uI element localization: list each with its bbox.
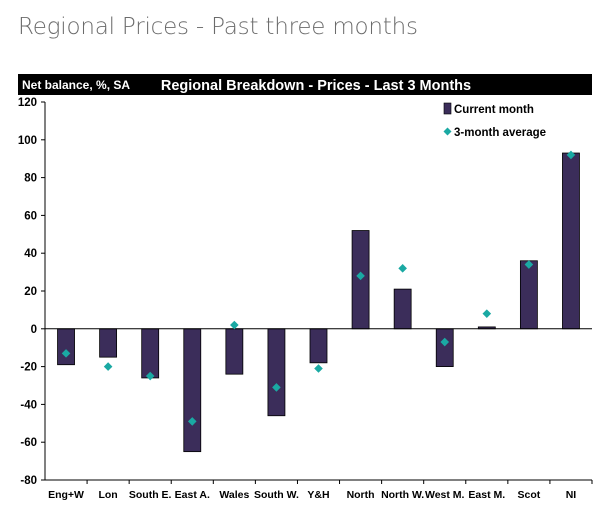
marker-3-month-average bbox=[440, 337, 450, 347]
bar-current-month bbox=[267, 328, 286, 417]
bar-current-month bbox=[225, 328, 244, 375]
x-category-label: South E. bbox=[129, 489, 172, 501]
marker-3-month-average bbox=[566, 150, 576, 160]
chart-title: Regional Breakdown - Prices - Last 3 Mon… bbox=[161, 78, 471, 94]
legend-swatch-current-month bbox=[443, 102, 452, 115]
x-category-label: North bbox=[347, 489, 375, 501]
y-tick-label: 100 bbox=[18, 135, 37, 147]
x-category-label: Wales bbox=[219, 489, 249, 501]
y-tick-label: 0 bbox=[31, 324, 37, 336]
bar-current-month bbox=[435, 328, 454, 367]
marker-3-month-average bbox=[187, 417, 197, 426]
bar-current-month bbox=[309, 328, 328, 364]
y-tick-label: 60 bbox=[24, 210, 37, 222]
y-tick-label: -40 bbox=[20, 399, 37, 411]
y-tick-label: -80 bbox=[20, 475, 37, 487]
marker-3-month-average bbox=[356, 271, 365, 281]
marker-3-month-average bbox=[524, 260, 534, 269]
x-category-label: NI bbox=[566, 489, 577, 501]
y-tick-label: 40 bbox=[24, 248, 37, 260]
x-category-label: North W. bbox=[381, 489, 424, 501]
page-title: Regional Prices - Past three months bbox=[18, 14, 418, 40]
bar-current-month bbox=[141, 328, 160, 379]
marker-3-month-average bbox=[482, 309, 492, 318]
bar-current-month bbox=[57, 328, 75, 366]
legend-swatch-3-month-average bbox=[443, 127, 452, 136]
x-category-label: Y&H bbox=[307, 489, 329, 501]
y-tick-label: -20 bbox=[20, 362, 37, 374]
bar-current-month bbox=[183, 328, 202, 453]
marker-3-month-average bbox=[145, 371, 155, 381]
bar-current-month bbox=[393, 288, 412, 330]
bar-current-month bbox=[562, 152, 580, 330]
x-category-label: East A. bbox=[175, 489, 210, 501]
marker-3-month-average bbox=[61, 349, 71, 358]
x-category-label: South W. bbox=[254, 489, 299, 501]
x-category-label: Eng+W bbox=[48, 489, 84, 501]
bar-current-month bbox=[99, 328, 118, 358]
x-category-label: Scot bbox=[518, 489, 541, 501]
marker-3-month-average bbox=[272, 383, 281, 392]
bar-current-month bbox=[519, 260, 538, 330]
y-tick-label: -60 bbox=[20, 437, 37, 449]
legend-label-current-month: Current month bbox=[454, 104, 534, 116]
y-tick-label: 80 bbox=[24, 173, 37, 185]
x-category-label: West M. bbox=[425, 489, 465, 501]
chart-header-bar bbox=[18, 74, 592, 95]
y-axis-unit-label: Net balance, %, SA bbox=[22, 78, 130, 92]
marker-3-month-average bbox=[314, 364, 323, 373]
y-tick-label: 120 bbox=[18, 97, 37, 109]
legend-label-3-month-average: 3-month average bbox=[454, 127, 546, 139]
marker-3-month-average bbox=[103, 362, 113, 371]
y-tick-label: 20 bbox=[24, 286, 37, 298]
marker-3-month-average bbox=[230, 320, 239, 330]
x-category-label: East M. bbox=[468, 489, 505, 501]
x-category-label: Lon bbox=[98, 489, 117, 501]
marker-3-month-average bbox=[398, 264, 407, 273]
